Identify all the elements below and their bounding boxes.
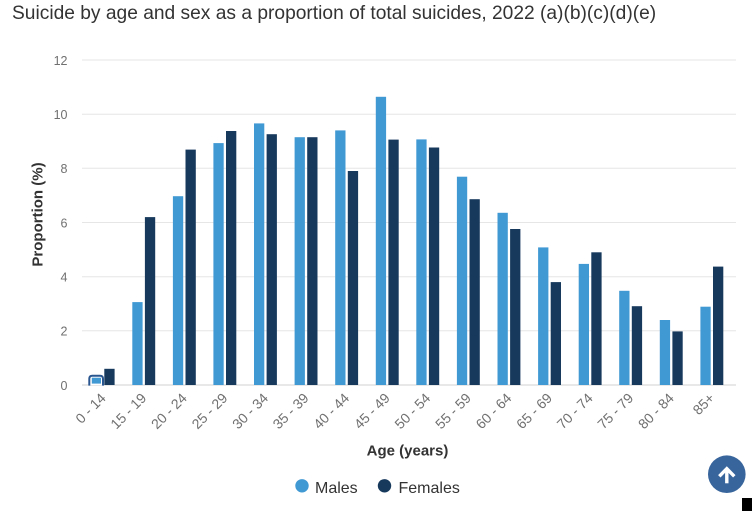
svg-text:4: 4 <box>61 271 68 285</box>
svg-text:Suicide by age and sex as a pr: Suicide by age and sex as a proportion o… <box>12 3 656 24</box>
svg-text:Females: Females <box>399 480 460 497</box>
svg-text:Males: Males <box>315 480 358 497</box>
svg-text:12: 12 <box>54 54 68 68</box>
svg-text:10: 10 <box>54 108 68 122</box>
svg-text:Proportion (%): Proportion (%) <box>29 162 46 266</box>
svg-text:8: 8 <box>61 162 68 176</box>
svg-text:6: 6 <box>61 216 68 230</box>
svg-text:0: 0 <box>61 379 68 393</box>
svg-text:2: 2 <box>61 325 68 339</box>
svg-text:Age (years): Age (years) <box>367 443 449 460</box>
